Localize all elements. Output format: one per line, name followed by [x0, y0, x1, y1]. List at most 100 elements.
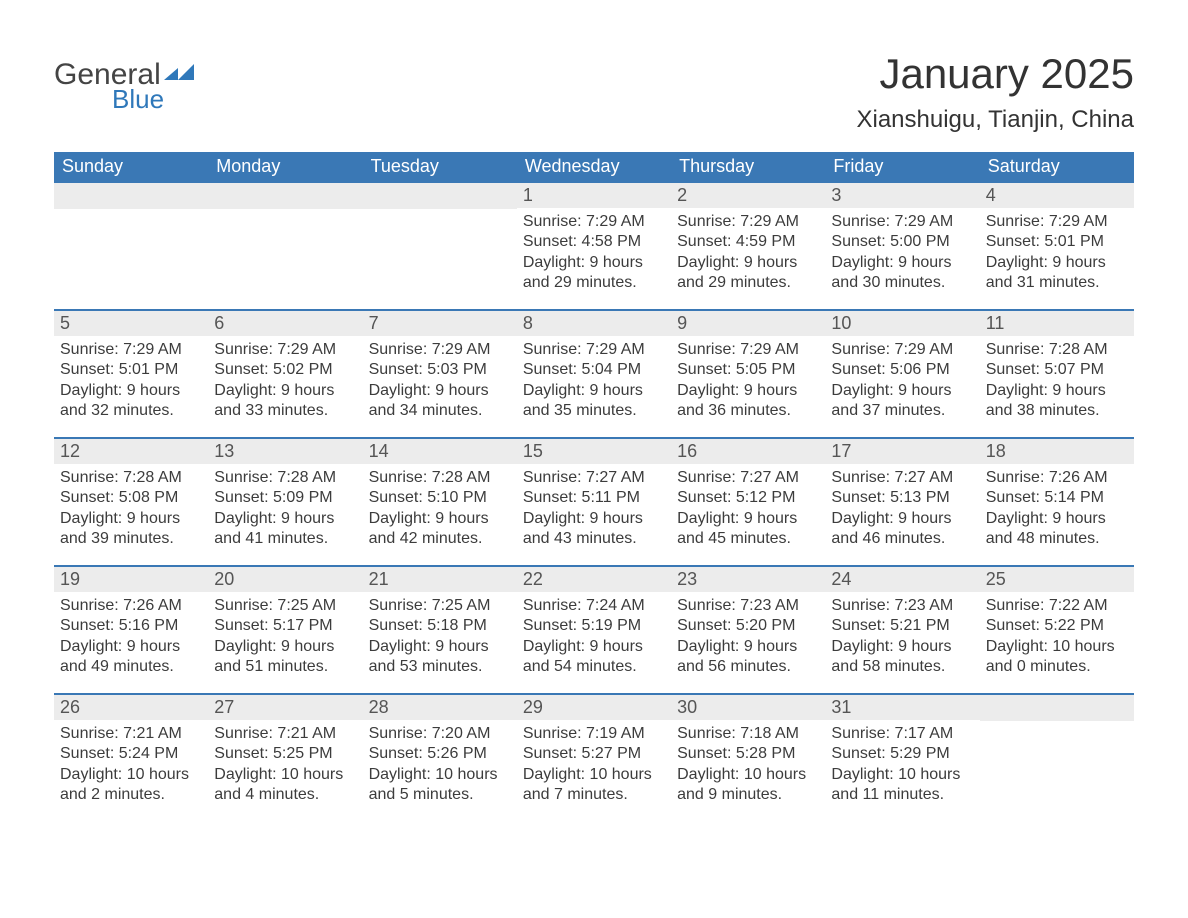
calendar-day-cell: [363, 181, 517, 309]
sunset-line: Sunset: 5:27 PM: [523, 744, 665, 764]
calendar-page: General Blue January 2025 Xianshuigu, Ti…: [0, 0, 1188, 861]
calendar-day-cell: 7Sunrise: 7:29 AMSunset: 5:03 PMDaylight…: [363, 309, 517, 437]
sunset-line: Sunset: 5:25 PM: [214, 744, 356, 764]
sunrise-line: Sunrise: 7:20 AM: [369, 724, 511, 744]
sunrise-line: Sunrise: 7:28 AM: [369, 468, 511, 488]
day-details: Sunrise: 7:29 AMSunset: 5:01 PMDaylight:…: [980, 208, 1134, 294]
daylight-line: Daylight: 9 hours and 37 minutes.: [831, 381, 973, 422]
calendar-day-cell: 12Sunrise: 7:28 AMSunset: 5:08 PMDayligh…: [54, 437, 208, 565]
logo: General Blue: [54, 60, 200, 112]
daylight-line: Daylight: 10 hours and 11 minutes.: [831, 765, 973, 806]
daylight-line: Daylight: 10 hours and 0 minutes.: [986, 637, 1128, 678]
day-number: 15: [517, 437, 671, 464]
day-details: Sunrise: 7:29 AMSunset: 5:05 PMDaylight:…: [671, 336, 825, 422]
calendar-week-row: 1Sunrise: 7:29 AMSunset: 4:58 PMDaylight…: [54, 181, 1134, 309]
title-block: January 2025 Xianshuigu, Tianjin, China: [856, 50, 1134, 134]
day-number: 19: [54, 565, 208, 592]
calendar-day-cell: 10Sunrise: 7:29 AMSunset: 5:06 PMDayligh…: [825, 309, 979, 437]
day-details: Sunrise: 7:23 AMSunset: 5:20 PMDaylight:…: [671, 592, 825, 678]
sunrise-line: Sunrise: 7:17 AM: [831, 724, 973, 744]
sunrise-line: Sunrise: 7:29 AM: [523, 212, 665, 232]
calendar-day-cell: 5Sunrise: 7:29 AMSunset: 5:01 PMDaylight…: [54, 309, 208, 437]
calendar-day-cell: 2Sunrise: 7:29 AMSunset: 4:59 PMDaylight…: [671, 181, 825, 309]
calendar-day-cell: 1Sunrise: 7:29 AMSunset: 4:58 PMDaylight…: [517, 181, 671, 309]
day-number: 12: [54, 437, 208, 464]
calendar-day-cell: 17Sunrise: 7:27 AMSunset: 5:13 PMDayligh…: [825, 437, 979, 565]
sunset-line: Sunset: 5:16 PM: [60, 616, 202, 636]
sunset-line: Sunset: 5:14 PM: [986, 488, 1128, 508]
daylight-line: Daylight: 9 hours and 35 minutes.: [523, 381, 665, 422]
day-details: Sunrise: 7:25 AMSunset: 5:17 PMDaylight:…: [208, 592, 362, 678]
calendar-day-cell: [208, 181, 362, 309]
calendar-day-cell: 3Sunrise: 7:29 AMSunset: 5:00 PMDaylight…: [825, 181, 979, 309]
day-details: Sunrise: 7:27 AMSunset: 5:13 PMDaylight:…: [825, 464, 979, 550]
sunrise-line: Sunrise: 7:29 AM: [523, 340, 665, 360]
calendar-day-cell: [980, 693, 1134, 821]
sunset-line: Sunset: 5:03 PM: [369, 360, 511, 380]
day-number: 1: [517, 181, 671, 208]
day-number: 5: [54, 309, 208, 336]
calendar-day-cell: 16Sunrise: 7:27 AMSunset: 5:12 PMDayligh…: [671, 437, 825, 565]
daylight-line: Daylight: 9 hours and 36 minutes.: [677, 381, 819, 422]
day-number-bar: [980, 693, 1134, 721]
calendar-day-cell: 21Sunrise: 7:25 AMSunset: 5:18 PMDayligh…: [363, 565, 517, 693]
sunset-line: Sunset: 5:07 PM: [986, 360, 1128, 380]
sunset-line: Sunset: 5:26 PM: [369, 744, 511, 764]
calendar-day-cell: 26Sunrise: 7:21 AMSunset: 5:24 PMDayligh…: [54, 693, 208, 821]
sunrise-line: Sunrise: 7:29 AM: [214, 340, 356, 360]
day-details: Sunrise: 7:24 AMSunset: 5:19 PMDaylight:…: [517, 592, 671, 678]
day-details: Sunrise: 7:18 AMSunset: 5:28 PMDaylight:…: [671, 720, 825, 806]
daylight-line: Daylight: 9 hours and 46 minutes.: [831, 509, 973, 550]
day-number: 27: [208, 693, 362, 720]
daylight-line: Daylight: 9 hours and 48 minutes.: [986, 509, 1128, 550]
day-details: Sunrise: 7:29 AMSunset: 5:00 PMDaylight:…: [825, 208, 979, 294]
sunrise-line: Sunrise: 7:29 AM: [677, 340, 819, 360]
day-number: 31: [825, 693, 979, 720]
calendar-day-cell: 13Sunrise: 7:28 AMSunset: 5:09 PMDayligh…: [208, 437, 362, 565]
day-number: 2: [671, 181, 825, 208]
day-details: Sunrise: 7:28 AMSunset: 5:09 PMDaylight:…: [208, 464, 362, 550]
sunrise-line: Sunrise: 7:27 AM: [831, 468, 973, 488]
daylight-line: Daylight: 9 hours and 30 minutes.: [831, 253, 973, 294]
day-number-bar: [54, 181, 208, 209]
daylight-line: Daylight: 10 hours and 5 minutes.: [369, 765, 511, 806]
logo-word-blue: Blue: [112, 86, 164, 112]
daylight-line: Daylight: 10 hours and 4 minutes.: [214, 765, 356, 806]
sunrise-line: Sunrise: 7:26 AM: [986, 468, 1128, 488]
sunset-line: Sunset: 5:01 PM: [60, 360, 202, 380]
day-number: 29: [517, 693, 671, 720]
day-number: 18: [980, 437, 1134, 464]
calendar-day-cell: 29Sunrise: 7:19 AMSunset: 5:27 PMDayligh…: [517, 693, 671, 821]
day-details: Sunrise: 7:21 AMSunset: 5:24 PMDaylight:…: [54, 720, 208, 806]
day-details: Sunrise: 7:29 AMSunset: 5:02 PMDaylight:…: [208, 336, 362, 422]
daylight-line: Daylight: 9 hours and 54 minutes.: [523, 637, 665, 678]
calendar-day-cell: 24Sunrise: 7:23 AMSunset: 5:21 PMDayligh…: [825, 565, 979, 693]
day-details: Sunrise: 7:22 AMSunset: 5:22 PMDaylight:…: [980, 592, 1134, 678]
sunset-line: Sunset: 5:12 PM: [677, 488, 819, 508]
sunset-line: Sunset: 5:18 PM: [369, 616, 511, 636]
sunrise-line: Sunrise: 7:24 AM: [523, 596, 665, 616]
sunset-line: Sunset: 5:06 PM: [831, 360, 973, 380]
sunset-line: Sunset: 5:02 PM: [214, 360, 356, 380]
calendar-day-cell: 19Sunrise: 7:26 AMSunset: 5:16 PMDayligh…: [54, 565, 208, 693]
daylight-line: Daylight: 9 hours and 31 minutes.: [986, 253, 1128, 294]
day-number: 23: [671, 565, 825, 592]
daylight-line: Daylight: 9 hours and 39 minutes.: [60, 509, 202, 550]
day-details: Sunrise: 7:19 AMSunset: 5:27 PMDaylight:…: [517, 720, 671, 806]
day-number: 20: [208, 565, 362, 592]
weekday-header: Thursday: [671, 152, 825, 181]
day-number: 4: [980, 181, 1134, 208]
day-details: Sunrise: 7:25 AMSunset: 5:18 PMDaylight:…: [363, 592, 517, 678]
sunrise-line: Sunrise: 7:27 AM: [677, 468, 819, 488]
day-number: 13: [208, 437, 362, 464]
page-title: January 2025: [856, 50, 1134, 98]
day-number: 21: [363, 565, 517, 592]
day-number: 11: [980, 309, 1134, 336]
daylight-line: Daylight: 9 hours and 41 minutes.: [214, 509, 356, 550]
day-number: 24: [825, 565, 979, 592]
sunset-line: Sunset: 5:08 PM: [60, 488, 202, 508]
sunset-line: Sunset: 5:19 PM: [523, 616, 665, 636]
calendar-week-row: 12Sunrise: 7:28 AMSunset: 5:08 PMDayligh…: [54, 437, 1134, 565]
daylight-line: Daylight: 9 hours and 33 minutes.: [214, 381, 356, 422]
daylight-line: Daylight: 9 hours and 42 minutes.: [369, 509, 511, 550]
